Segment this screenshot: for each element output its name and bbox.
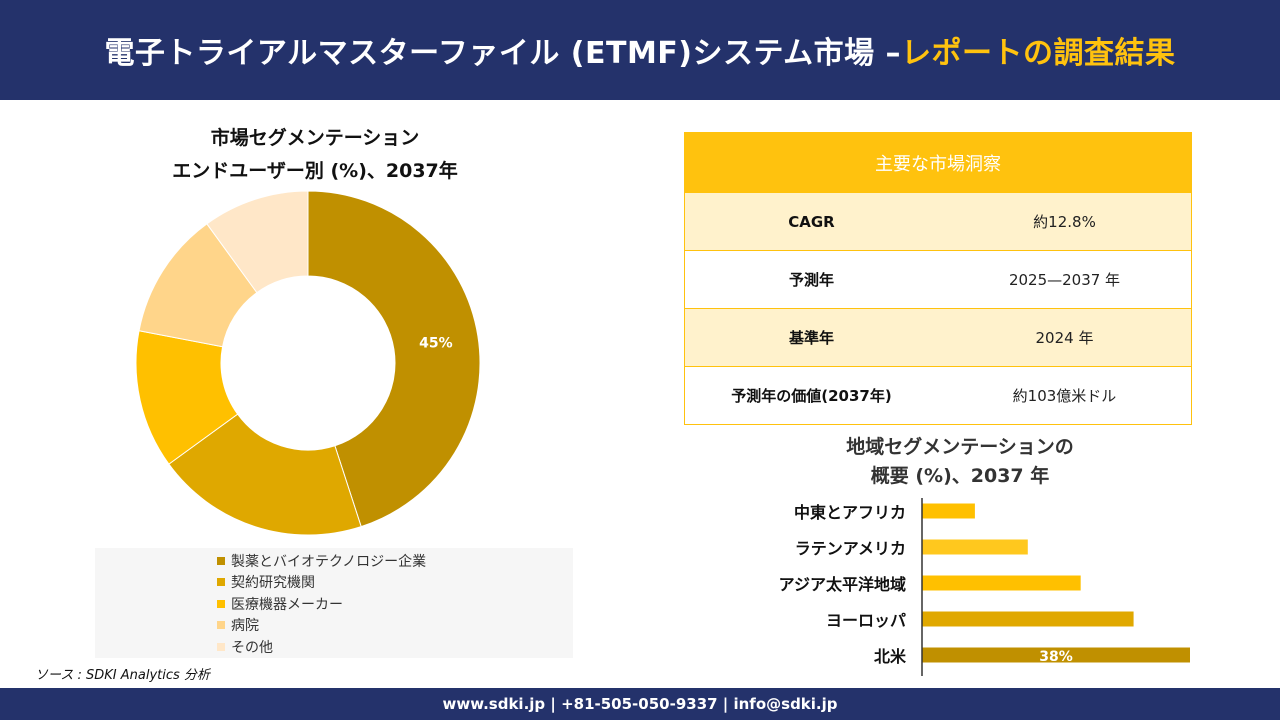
page-title-accent: レポートの調査結果 (901, 36, 1176, 71)
legend-swatch (217, 621, 225, 630)
insight-row-cagr: CAGR 約12.8% (685, 192, 1191, 250)
insight-row-forecast-value: 予測年の価値(2037年) 約103億米ドル (685, 366, 1191, 424)
donut-chart-title: 市場セグメンテーション エンドユーザー別 (%)、2037年 (120, 122, 510, 188)
legend-swatch (217, 642, 225, 651)
donut-title-line2: エンドユーザー別 (%)、2037年 (172, 160, 458, 182)
bar (922, 503, 975, 519)
legend-item: 契約研究機関 (217, 572, 573, 594)
donut-legend: 製薬とバイオテクノロジー企業 契約研究機関医療機器メーカー 病院その他 (95, 548, 573, 658)
insight-value: 約103億米ドル (1012, 387, 1117, 405)
bar-data-label: 38% (1039, 649, 1073, 665)
insight-key: 予測年の価値(2037年) (731, 387, 892, 405)
insight-row-forecast-year: 予測年 2025—2037 年 (685, 250, 1191, 308)
insight-key: 基準年 (788, 329, 834, 347)
footer-contact[interactable]: www.sdki.jp | +81-505-050-9337 | info@sd… (442, 695, 838, 713)
legend-item: 病院 (217, 615, 573, 637)
legend-label: 医療機器メーカー (231, 596, 343, 613)
donut-slice (168, 413, 362, 536)
bar-category-label: 北米 (874, 647, 907, 666)
legend-item: 医療機器メーカー (217, 593, 573, 615)
insight-key: CAGR (788, 212, 835, 231)
bar-category-label: ヨーロッパ (826, 611, 906, 630)
donut-title-line1: 市場セグメンテーション (210, 127, 420, 149)
legend-item: 製薬とバイオテクノロジー企業 (217, 550, 573, 572)
bar (922, 611, 1134, 627)
insight-key: 予測年 (788, 271, 834, 289)
donut-chart: 45% (135, 190, 481, 536)
insight-value: 2024 年 (1035, 329, 1094, 347)
legend-label: 製薬とバイオテクノロジー企業 (231, 553, 427, 570)
page-footer: www.sdki.jp | +81-505-050-9337 | info@sd… (0, 688, 1280, 720)
legend-label: その他 (231, 639, 273, 656)
insight-table-heading: 主要な市場洞察 (685, 133, 1191, 192)
legend-swatch (217, 578, 225, 587)
bar-category-label: ラテンアメリカ (795, 539, 906, 558)
legend-item: その他 (217, 636, 573, 658)
page-header: 電子トライアルマスターファイル (ETMF)システム市場 –レポートの調査結果 (0, 0, 1280, 100)
donut-slice (206, 190, 309, 294)
bar-title-line2: 概要 (%)、2037 年 (870, 465, 1050, 487)
bar (922, 539, 1028, 555)
legend-label: 契約研究機関 (231, 575, 315, 592)
bar-chart-title: 地域セグメンテーションの 概要 (%)、2037 年 (780, 433, 1140, 491)
bar (922, 575, 1081, 591)
source-note: ソース : SDKI Analytics 分析 (35, 668, 210, 683)
legend-swatch (217, 599, 225, 608)
page-title-main: 電子トライアルマスターファイル (ETMF)システム市場 – (104, 36, 902, 71)
insight-row-base-year: 基準年 2024 年 (685, 308, 1191, 366)
bar (922, 647, 1190, 663)
legend-swatch (217, 556, 225, 565)
market-insight-table: 主要な市場洞察 CAGR 約12.8% 予測年 2025—2037 年 基準年 … (684, 132, 1192, 425)
legend-label: 病院 (231, 618, 259, 635)
bar-title-line1: 地域セグメンテーションの (846, 436, 1074, 458)
insight-value: 2025—2037 年 (1008, 271, 1121, 289)
bar-category-label: アジア太平洋地域 (779, 575, 906, 594)
bar-category-label: 中東とアフリカ (794, 503, 906, 522)
donut-slice (307, 190, 481, 528)
page-title: 電子トライアルマスターファイル (ETMF)システム市場 –レポートの調査結果 (104, 28, 1175, 72)
insight-value: 約12.8% (1033, 213, 1096, 231)
donut-data-label: 45% (419, 336, 453, 352)
